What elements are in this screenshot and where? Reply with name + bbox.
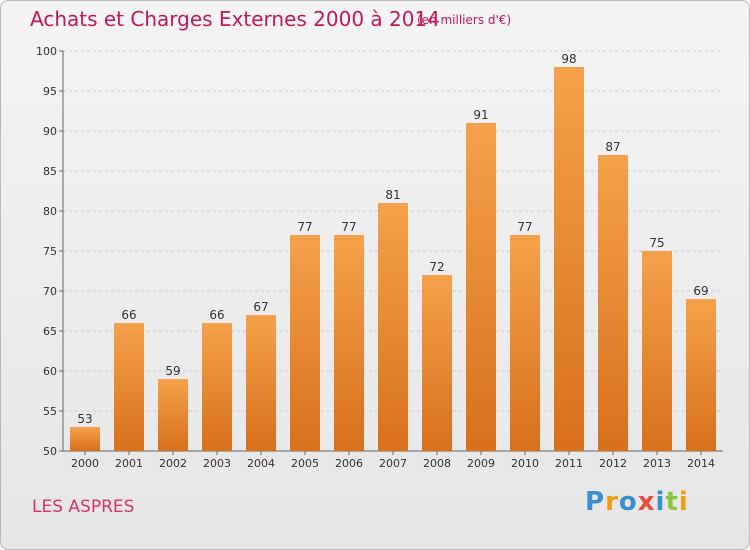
y-tick-label: 70 — [43, 285, 57, 298]
x-tick-label: 2013 — [643, 457, 671, 470]
logo-letter: P — [585, 487, 606, 517]
bar-value-label: 53 — [77, 412, 92, 426]
x-tick-label: 2004 — [247, 457, 275, 470]
place-name: LES ASPRES — [32, 497, 135, 517]
bar — [290, 235, 320, 451]
bar-value-label: 66 — [121, 308, 136, 322]
bar — [466, 123, 496, 451]
x-tick-label: 2001 — [115, 457, 143, 470]
y-tick-label: 100 — [36, 45, 57, 58]
bar-value-label: 66 — [209, 308, 224, 322]
bar-value-label: 91 — [473, 108, 488, 122]
x-tick-label: 2005 — [291, 457, 319, 470]
x-tick-label: 2010 — [511, 457, 539, 470]
bar — [598, 155, 628, 451]
bar — [378, 203, 408, 451]
y-tick-label: 80 — [43, 205, 57, 218]
bar-value-label: 77 — [517, 220, 532, 234]
logo-letter: i — [655, 487, 666, 517]
y-tick-label: 50 — [43, 445, 57, 458]
x-tick-label: 2002 — [159, 457, 187, 470]
y-tick-label: 75 — [43, 245, 57, 258]
chart-unit: (en milliers d'€) — [417, 13, 512, 27]
bar — [246, 315, 276, 451]
bar-value-label: 72 — [429, 260, 444, 274]
y-tick-label: 60 — [43, 365, 57, 378]
logo-letter: i — [678, 487, 689, 517]
bar — [158, 379, 188, 451]
x-tick-label: 2011 — [555, 457, 583, 470]
y-tick-label: 90 — [43, 125, 57, 138]
logo-letter: x — [637, 487, 656, 517]
x-tick-label: 2006 — [335, 457, 363, 470]
bar-value-label: 77 — [341, 220, 356, 234]
logo-letter: r — [605, 487, 619, 517]
chart-title: Achats et Charges Externes 2000 à 2014 — [30, 7, 440, 31]
y-tick-label: 95 — [43, 85, 57, 98]
x-tick-label: 2008 — [423, 457, 451, 470]
y-tick-label: 85 — [43, 165, 57, 178]
bar — [114, 323, 144, 451]
y-tick-label: 65 — [43, 325, 57, 338]
logo-letter: t — [665, 487, 679, 517]
bar — [686, 299, 716, 451]
proxiti-logo[interactable]: Proxiti — [585, 487, 689, 517]
bar — [202, 323, 232, 451]
bar-value-label: 87 — [605, 140, 620, 154]
bar-value-label: 69 — [693, 284, 708, 298]
x-tick-label: 2009 — [467, 457, 495, 470]
bar — [422, 275, 452, 451]
x-tick-label: 2003 — [203, 457, 231, 470]
x-tick-label: 2014 — [687, 457, 715, 470]
logo-letter: o — [618, 487, 638, 517]
x-tick-label: 2012 — [599, 457, 627, 470]
bar — [334, 235, 364, 451]
bar — [70, 427, 100, 451]
bar-value-label: 67 — [253, 300, 268, 314]
bar-value-label: 98 — [561, 52, 576, 66]
bar-value-label: 59 — [165, 364, 180, 378]
bar-value-label: 77 — [297, 220, 312, 234]
x-tick-label: 2000 — [71, 457, 99, 470]
bar — [554, 67, 584, 451]
bar — [510, 235, 540, 451]
bar-value-label: 81 — [385, 188, 400, 202]
y-tick-label: 55 — [43, 405, 57, 418]
x-tick-label: 2007 — [379, 457, 407, 470]
bar — [642, 251, 672, 451]
bar-value-label: 75 — [649, 236, 664, 250]
